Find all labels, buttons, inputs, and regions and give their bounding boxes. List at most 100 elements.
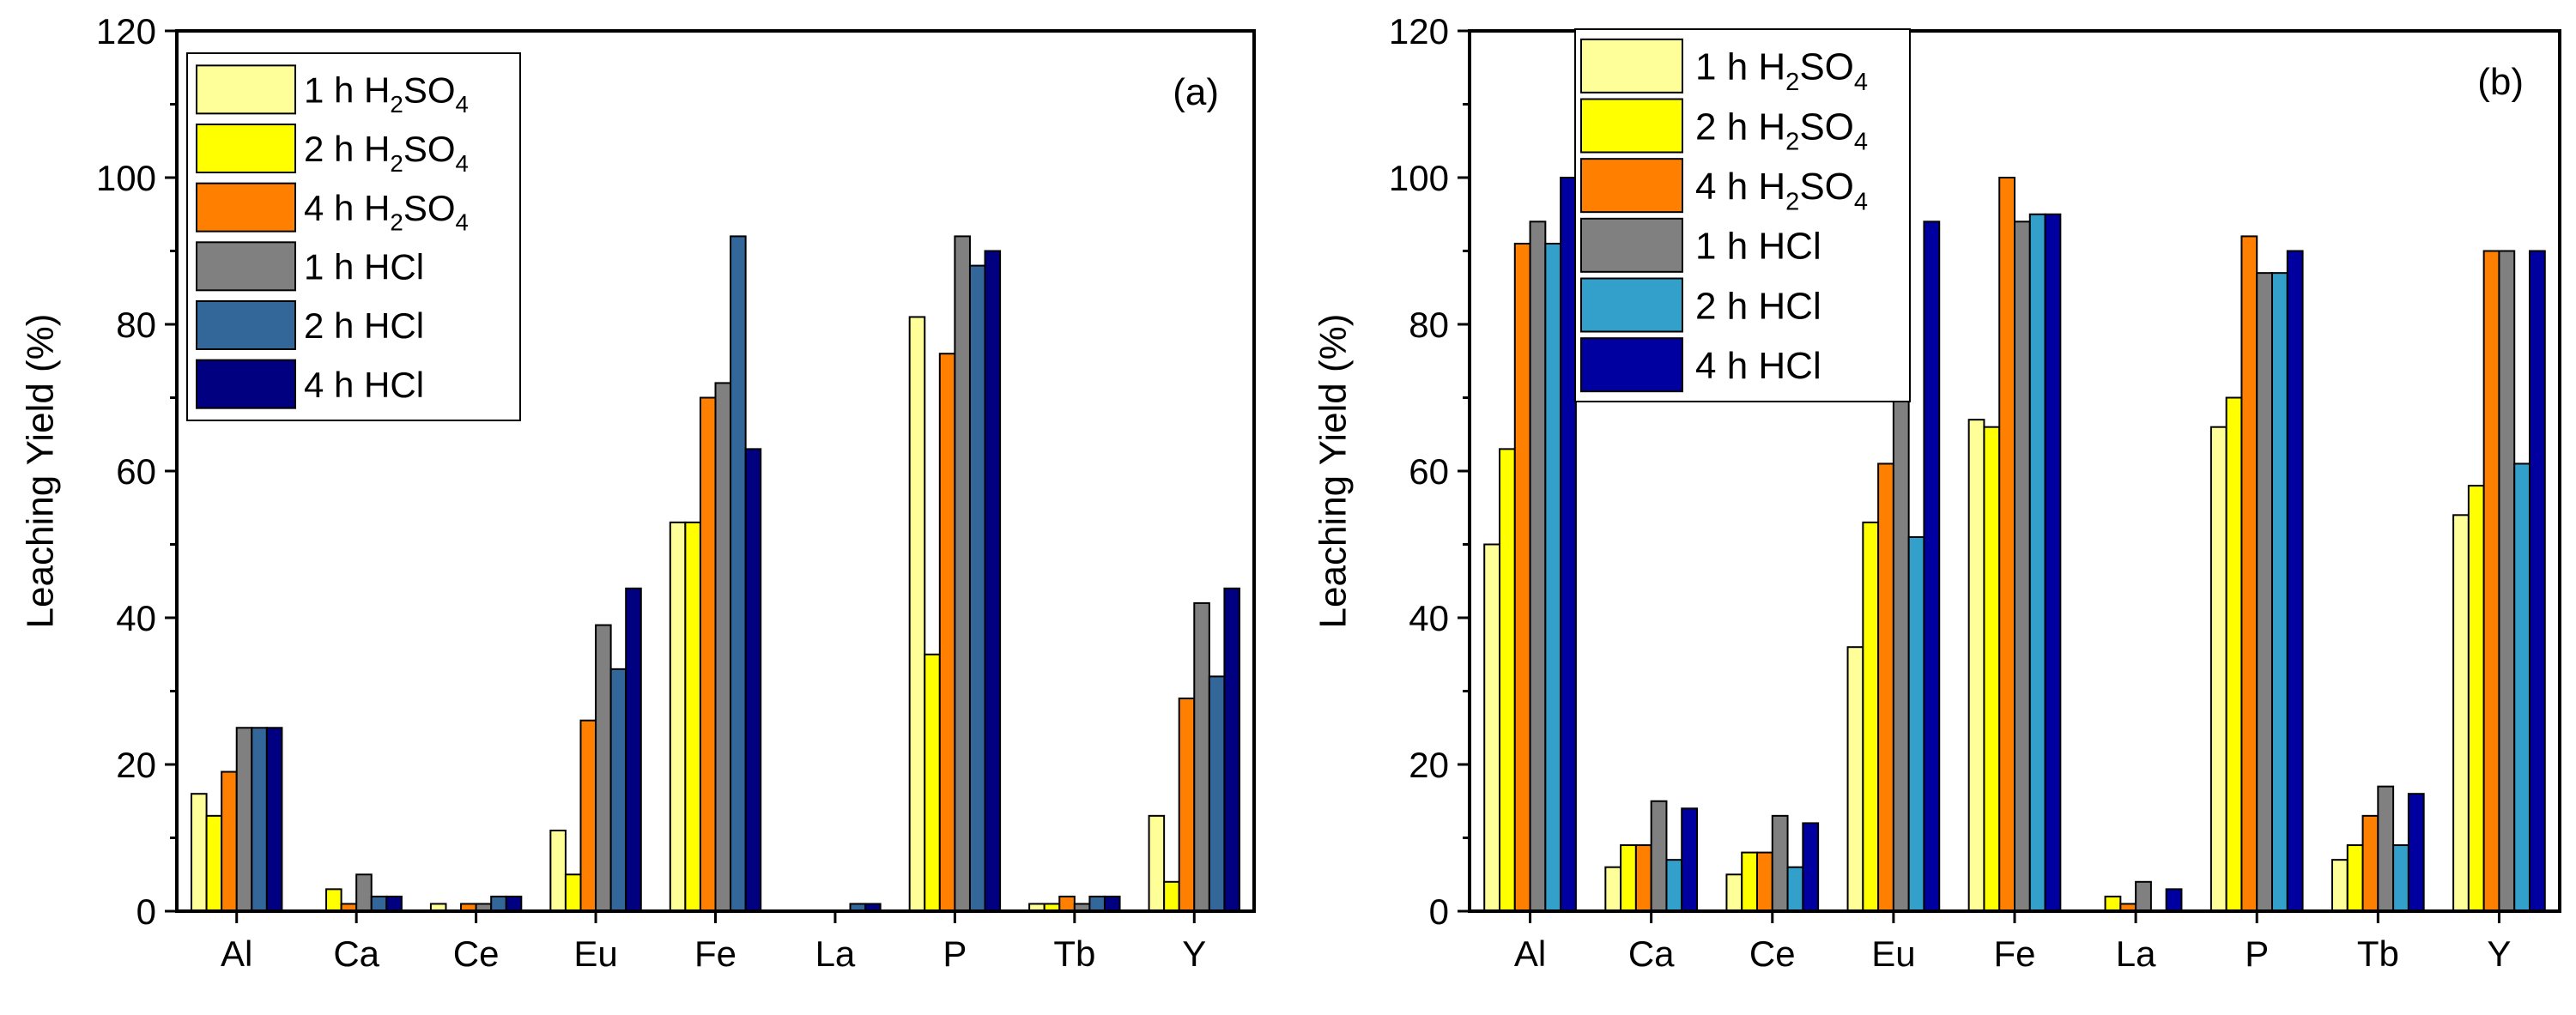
bar-Eu-series-6 bbox=[1923, 221, 1941, 912]
x-tick-label: Y bbox=[1182, 933, 1206, 974]
legend-label-2: 2 h H2SO4 bbox=[304, 129, 469, 177]
legend-subscript: 2 bbox=[390, 91, 403, 118]
bar-Ca-series-6 bbox=[385, 895, 403, 913]
bar-Ce-series-3 bbox=[1756, 851, 1773, 912]
bar-Al-series-1 bbox=[1483, 543, 1500, 912]
bar-Tb-series-3 bbox=[2361, 814, 2379, 912]
legend-text: 2 h HCl bbox=[1695, 285, 1821, 327]
y-tick-label: 0 bbox=[1429, 891, 1449, 932]
bar-Tb-series-6 bbox=[1103, 895, 1121, 913]
bar-P-series-1 bbox=[2209, 426, 2227, 912]
x-tick-label: Ca bbox=[333, 933, 379, 974]
legend-label-5: 2 h HCl bbox=[1695, 285, 1821, 327]
bar-Fe-series-1 bbox=[1967, 419, 1985, 912]
legend-swatch-2 bbox=[1580, 98, 1683, 154]
y-tick-label: 0 bbox=[136, 891, 156, 932]
legend-text: 1 h H bbox=[304, 69, 390, 110]
legend-text: 1 h HCl bbox=[304, 246, 424, 287]
bar-P-series-5 bbox=[2271, 272, 2288, 912]
bar-Eu-series-6 bbox=[625, 587, 642, 912]
legend-label-4: 1 h HCl bbox=[304, 246, 424, 287]
legend-text: 1 h H bbox=[1695, 46, 1785, 88]
bar-Fe-series-5 bbox=[2028, 213, 2046, 912]
bar-Ce-series-6 bbox=[505, 895, 523, 913]
bar-Ca-series-5 bbox=[1665, 859, 1683, 913]
legend-text: 4 h H bbox=[304, 188, 390, 228]
bar-Y-series-4 bbox=[2498, 250, 2516, 912]
bar-Ce-series-4 bbox=[1771, 814, 1789, 912]
bar-Eu-series-2 bbox=[564, 873, 582, 912]
legend-swatch-1 bbox=[196, 64, 296, 115]
bar-Al-series-1 bbox=[191, 793, 208, 913]
legend-label-1: 1 h H2SO4 bbox=[1695, 46, 1868, 96]
bar-P-series-5 bbox=[968, 264, 986, 913]
y-axis-label: Leaching Yield (%) bbox=[20, 314, 62, 629]
bar-Ce-series-6 bbox=[1802, 822, 1820, 913]
panel-tag: (a) bbox=[1173, 71, 1219, 113]
bar-Fe-series-3 bbox=[1998, 177, 2015, 912]
legend-subscript: 2 bbox=[1785, 188, 1799, 215]
legend-label-6: 4 h HCl bbox=[304, 365, 424, 405]
bar-Y-series-6 bbox=[1223, 587, 1240, 912]
bar-Al-series-2 bbox=[1499, 448, 1516, 912]
y-axis-label: Leaching Yield (%) bbox=[1312, 314, 1355, 629]
legend-label-5: 2 h HCl bbox=[304, 305, 424, 346]
x-tick-label: La bbox=[815, 933, 856, 974]
bar-P-series-4 bbox=[954, 235, 971, 912]
legend-text: 2 h HCl bbox=[304, 305, 424, 346]
bar-Tb-series-4 bbox=[2377, 785, 2395, 913]
bar-Fe-series-2 bbox=[1983, 426, 2001, 912]
legend-subscript: 2 bbox=[390, 209, 403, 236]
legend-subscript: 4 bbox=[456, 91, 469, 118]
y-tick-label: 40 bbox=[1409, 598, 1449, 638]
legend-subscript: 4 bbox=[1854, 188, 1868, 215]
legend-label-3: 4 h H2SO4 bbox=[1695, 166, 1868, 215]
bar-P-series-4 bbox=[2256, 272, 2273, 912]
bar-Eu-series-1 bbox=[1846, 646, 1864, 912]
bar-Ca-series-4 bbox=[355, 873, 373, 912]
bar-P-series-2 bbox=[2225, 396, 2243, 912]
bar-P-series-2 bbox=[924, 653, 941, 912]
bar-Fe-series-5 bbox=[730, 235, 747, 912]
bar-Y-series-4 bbox=[1193, 601, 1210, 913]
legend-subscript: 2 bbox=[1785, 69, 1799, 96]
legend-swatch-4 bbox=[196, 241, 296, 292]
legend-swatch-5 bbox=[196, 300, 296, 350]
legend-text: SO bbox=[1799, 106, 1854, 148]
legend-swatch-3 bbox=[196, 182, 296, 233]
y-tick-label: 20 bbox=[1409, 745, 1449, 785]
bar-Ca-series-2 bbox=[325, 888, 342, 912]
x-tick-label: Ce bbox=[1749, 933, 1796, 974]
bar-Ce-series-1 bbox=[1725, 873, 1743, 912]
x-tick-label: La bbox=[2116, 933, 2156, 974]
bar-Eu-series-3 bbox=[579, 719, 597, 913]
x-tick-label: P bbox=[943, 933, 967, 974]
legend-text: 4 h HCl bbox=[304, 365, 424, 405]
y-tick-label: 40 bbox=[116, 598, 156, 638]
x-tick-label: Tb bbox=[2357, 933, 2399, 974]
legend-text: SO bbox=[403, 129, 456, 169]
bar-Y-series-5 bbox=[2513, 462, 2531, 912]
y-tick-label: 120 bbox=[1389, 11, 1449, 51]
bar-Al-series-5 bbox=[251, 727, 268, 912]
x-tick-label: Y bbox=[2487, 933, 2511, 974]
bar-Tb-series-3 bbox=[1058, 895, 1076, 913]
legend-subscript: 4 bbox=[456, 209, 469, 236]
x-tick-label: Ca bbox=[1628, 933, 1675, 974]
y-tick-label: 60 bbox=[116, 451, 156, 492]
legend-text: SO bbox=[403, 188, 456, 228]
bar-Fe-series-1 bbox=[669, 521, 687, 912]
x-tick-label: Tb bbox=[1053, 933, 1095, 974]
y-tick-label: 80 bbox=[1409, 305, 1449, 345]
legend-label-3: 4 h H2SO4 bbox=[304, 188, 469, 236]
panel-tag: (b) bbox=[2477, 61, 2524, 103]
legend-text: SO bbox=[1799, 46, 1854, 88]
bars bbox=[1483, 177, 2546, 913]
legend-swatch-5 bbox=[1580, 277, 1683, 333]
bar-Tb-series-5 bbox=[2392, 844, 2409, 912]
legend-text: 4 h HCl bbox=[1695, 345, 1821, 387]
y-tick-label: 120 bbox=[96, 11, 156, 51]
bar-Tb-series-1 bbox=[2331, 859, 2349, 913]
